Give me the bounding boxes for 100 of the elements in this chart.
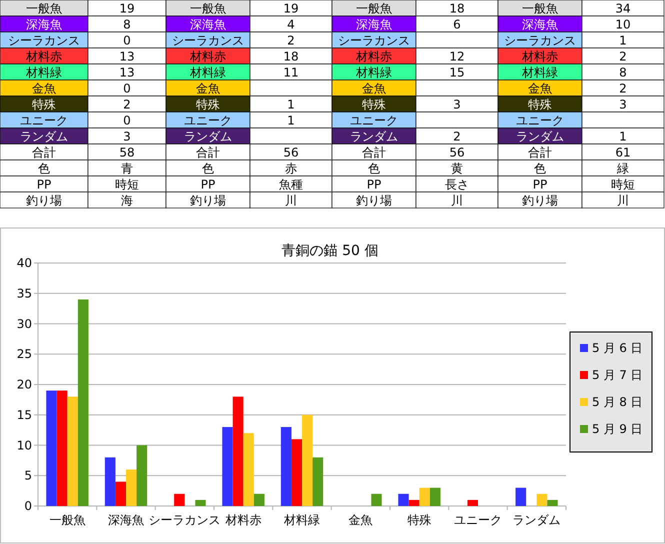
y-tick-label: 25	[16, 347, 32, 362]
text: 一般魚	[522, 2, 558, 16]
text: PP	[532, 178, 548, 192]
x-tick-label: 深海魚	[108, 513, 144, 527]
text: 18	[449, 2, 465, 16]
text: 1	[619, 130, 627, 144]
text: 色	[202, 162, 214, 176]
text: PP	[36, 178, 52, 192]
text: シーラカンス	[338, 34, 410, 48]
text: 釣り場	[356, 194, 392, 208]
bar	[408, 500, 420, 506]
text: 13	[119, 66, 135, 80]
text: 材料赤	[521, 50, 558, 64]
text: 川	[451, 194, 463, 208]
text: 青	[121, 162, 133, 176]
text: 19	[119, 2, 135, 16]
text: 魚種	[279, 178, 303, 192]
text: 34	[615, 2, 631, 16]
y-tick-label: 35	[16, 286, 32, 300]
text: 材料赤	[189, 50, 226, 64]
text: 合計	[32, 146, 56, 160]
text: 特殊	[362, 98, 386, 112]
text: 61	[615, 146, 631, 160]
text: 金魚	[32, 82, 56, 96]
text: 12	[449, 50, 465, 64]
text: 2	[287, 34, 295, 48]
bar	[232, 396, 244, 506]
text: 0	[123, 34, 131, 48]
text: 8	[619, 66, 627, 80]
text: 3	[123, 130, 131, 144]
bar	[302, 414, 313, 506]
x-tick-label: シーラカンス	[148, 513, 221, 527]
bar	[291, 439, 302, 506]
text: 釣り場	[190, 194, 226, 208]
y-tick-label: 15	[16, 408, 32, 422]
text: 釣り場	[26, 194, 62, 208]
chart-title: 青銅の錨 50 個	[282, 243, 378, 259]
bar	[398, 494, 409, 506]
text: 56	[283, 146, 299, 160]
legend-label: 5 月 7 日	[592, 368, 643, 382]
legend-label: 5 月 6 日	[592, 341, 643, 355]
text: ランダム	[350, 130, 398, 144]
bar	[280, 427, 292, 506]
text: ユニーク	[516, 114, 564, 128]
text: シーラカンス	[8, 34, 80, 48]
text: ユニーク	[20, 114, 68, 128]
bar	[222, 427, 233, 506]
x-tick-label: ユニーク	[454, 513, 502, 527]
bar	[371, 494, 382, 506]
text: 川	[617, 194, 629, 208]
text: ユニーク	[184, 114, 232, 128]
bar	[243, 433, 254, 506]
text: 深海魚	[522, 18, 558, 32]
text: ランダム	[516, 130, 564, 144]
text: 4	[287, 18, 295, 32]
text: 56	[449, 146, 465, 160]
bar	[430, 488, 440, 506]
bar	[547, 500, 558, 506]
x-tick-label: 金魚	[348, 513, 373, 527]
text: 長さ	[445, 178, 469, 192]
text: 6	[453, 18, 461, 32]
text: シーラカンス	[504, 34, 576, 48]
bar	[46, 390, 57, 506]
bar	[467, 500, 478, 506]
text: ランダム	[184, 130, 232, 144]
bar	[195, 500, 206, 506]
text: 2	[619, 82, 627, 96]
text: 19	[283, 2, 299, 16]
text: 1	[287, 114, 295, 128]
text: 8	[123, 18, 131, 32]
legend-label: 5 月 8 日	[592, 395, 643, 409]
bar	[126, 470, 137, 506]
y-tick-label: 30	[16, 316, 32, 331]
y-tick-label: 20	[16, 378, 32, 392]
bar	[67, 396, 78, 506]
bar	[56, 390, 68, 506]
text: 3	[619, 98, 627, 112]
text: 時短	[115, 178, 139, 192]
x-tick-label: 特殊	[407, 513, 432, 527]
text: 材料緑	[521, 66, 558, 80]
text: 釣り場	[522, 194, 558, 208]
text: 0	[123, 82, 131, 96]
text: 3	[453, 98, 461, 112]
text: 材料緑	[25, 66, 62, 80]
text: 合計	[362, 146, 386, 160]
text: 色	[368, 162, 380, 176]
bar	[536, 494, 548, 506]
x-tick-label: 材料赤	[224, 513, 262, 527]
bar	[419, 488, 430, 506]
text: 0	[123, 114, 131, 128]
text: 15	[449, 66, 465, 80]
text: 深海魚	[190, 18, 226, 32]
text: 時短	[611, 178, 635, 192]
text: 赤	[285, 162, 297, 176]
y-tick-label: 0	[24, 499, 32, 513]
text: 合計	[196, 146, 220, 160]
text: 1	[619, 34, 627, 48]
text: 一般魚	[190, 2, 226, 16]
text: 金魚	[362, 82, 386, 96]
text: 18	[283, 50, 299, 64]
